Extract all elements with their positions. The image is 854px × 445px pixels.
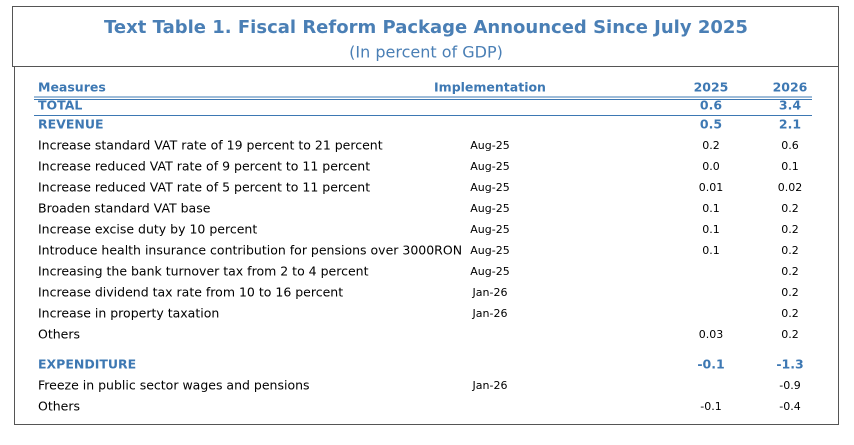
year-2025-cell: 0.03 xyxy=(699,328,724,341)
implementation-cell: Aug-25 xyxy=(470,181,509,194)
year-2026-cell: 0.2 xyxy=(781,223,799,236)
measure-cell: Increase in property taxation xyxy=(38,306,219,321)
implementation-cell: Jan-26 xyxy=(472,379,508,392)
implementation-cell: Jan-26 xyxy=(472,307,508,320)
year-2025-cell: 2025 xyxy=(694,80,729,95)
measure-cell: Increasing the bank turnover tax from 2 … xyxy=(38,264,369,279)
implementation-cell: Aug-25 xyxy=(470,223,509,236)
implementation-cell: Aug-25 xyxy=(470,265,509,278)
year-2026-cell: 0.2 xyxy=(781,307,799,320)
year-2026-cell: 0.1 xyxy=(781,160,799,173)
year-2025-cell: -0.1 xyxy=(697,357,724,372)
measure-cell: Increase standard VAT rate of 19 percent… xyxy=(38,138,383,153)
measure-cell: Measures xyxy=(38,80,106,95)
year-2025-cell: 0.1 xyxy=(702,223,720,236)
measure-cell: Others xyxy=(38,327,80,342)
year-2026-cell: 0.02 xyxy=(778,181,803,194)
year-2026-cell: -0.9 xyxy=(779,379,800,392)
measure-cell: Freeze in public sector wages and pensio… xyxy=(38,378,310,393)
title: Text Table 1. Fiscal Reform Package Anno… xyxy=(104,17,748,38)
year-2026-cell: 0.2 xyxy=(781,244,799,257)
year-2025-cell: 0.0 xyxy=(702,160,720,173)
implementation-cell: Aug-25 xyxy=(470,160,509,173)
implementation-cell: Jan-26 xyxy=(472,286,508,299)
implementation-cell: Aug-25 xyxy=(470,139,509,152)
implementation-cell: Aug-25 xyxy=(470,202,509,215)
year-2026-cell: -1.3 xyxy=(776,357,803,372)
measure-cell: TOTAL xyxy=(38,98,82,113)
implementation-cell: Implementation xyxy=(434,80,546,95)
year-2026-cell: 0.2 xyxy=(781,265,799,278)
measure-cell: Others xyxy=(38,399,80,414)
measure-cell: REVENUE xyxy=(38,117,104,132)
year-2025-cell: 0.1 xyxy=(702,202,720,215)
year-2025-cell: -0.1 xyxy=(700,400,721,413)
measure-cell: Introduce health insurance contribution … xyxy=(38,243,462,258)
measure-cell: EXPENDITURE xyxy=(38,357,136,372)
year-2026-cell: 0.2 xyxy=(781,328,799,341)
year-2026-cell: 2.1 xyxy=(779,117,801,132)
year-2025-cell: 0.2 xyxy=(702,139,720,152)
year-2025-cell: 0.5 xyxy=(700,117,722,132)
year-2026-cell: 0.2 xyxy=(781,286,799,299)
measure-cell: Broaden standard VAT base xyxy=(38,201,211,216)
year-2026-cell: 3.4 xyxy=(779,98,801,113)
measure-cell: Increase reduced VAT rate of 9 percent t… xyxy=(38,159,370,174)
implementation-cell: Aug-25 xyxy=(470,244,509,257)
measure-cell: Increase dividend tax rate from 10 to 16… xyxy=(38,285,343,300)
year-2026-cell: -0.4 xyxy=(779,400,800,413)
year-2025-cell: 0.1 xyxy=(702,244,720,257)
subtitle: (In percent of GDP) xyxy=(349,43,503,62)
year-2025-cell: 0.01 xyxy=(699,181,724,194)
year-2026-cell: 0.2 xyxy=(781,202,799,215)
year-2026-cell: 0.6 xyxy=(781,139,799,152)
year-2025-cell: 0.6 xyxy=(700,98,722,113)
year-2026-cell: 2026 xyxy=(773,80,808,95)
measure-cell: Increase reduced VAT rate of 5 percent t… xyxy=(38,180,370,195)
table-box xyxy=(14,66,839,425)
measure-cell: Increase excise duty by 10 percent xyxy=(38,222,257,237)
